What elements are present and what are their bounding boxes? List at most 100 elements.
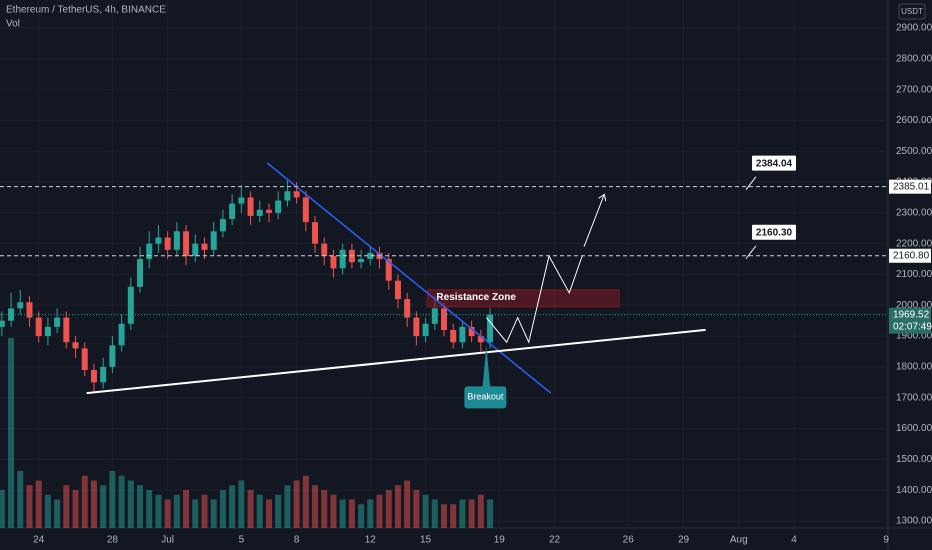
y-tick-label: 2000.00 bbox=[896, 300, 932, 311]
volume-bar bbox=[413, 490, 420, 528]
volume-bar bbox=[348, 499, 355, 528]
candle-body bbox=[192, 243, 199, 256]
volume-label: Vol bbox=[6, 19, 20, 30]
currency-box bbox=[898, 3, 926, 20]
x-tick-label: 24 bbox=[33, 535, 45, 546]
volume-bar bbox=[63, 485, 70, 528]
volume-bar bbox=[201, 494, 208, 528]
y-tick-label: 2700.00 bbox=[896, 84, 932, 95]
x-tick-label: 22 bbox=[549, 535, 561, 546]
x-tick-label: 29 bbox=[678, 535, 690, 546]
candle-body bbox=[109, 345, 116, 367]
projection-path bbox=[485, 254, 583, 344]
candle-body bbox=[450, 329, 457, 343]
volume-bar bbox=[118, 475, 125, 528]
candle-body bbox=[468, 326, 475, 337]
candle-body bbox=[201, 243, 208, 250]
volume-bar bbox=[155, 494, 162, 528]
level-price-label: 2385.01 bbox=[893, 181, 930, 192]
volume-bar bbox=[367, 499, 374, 528]
resistance-zone bbox=[426, 289, 620, 308]
x-tick-label: Aug bbox=[730, 535, 748, 546]
projection-arrow bbox=[583, 194, 604, 247]
volume-bar bbox=[90, 480, 97, 528]
y-tick-label: 1700.00 bbox=[896, 392, 932, 403]
volume-bar bbox=[72, 490, 79, 528]
volume-bar bbox=[358, 504, 365, 528]
candle-body bbox=[219, 219, 226, 232]
volume-bar bbox=[256, 494, 263, 528]
breakout-box bbox=[464, 386, 507, 409]
callout-label: 2160.30 bbox=[756, 227, 793, 238]
x-tick-label: 5 bbox=[239, 535, 245, 546]
candle-body bbox=[90, 369, 97, 383]
y-tick-label: 1300.00 bbox=[896, 516, 932, 527]
callout-box bbox=[752, 224, 796, 240]
volume-bar bbox=[468, 499, 475, 528]
volume-bar bbox=[312, 485, 319, 528]
volume-bar bbox=[164, 499, 171, 528]
candle-body bbox=[183, 231, 190, 256]
candle-body bbox=[35, 317, 42, 337]
callout-box bbox=[752, 155, 796, 171]
volume-bar bbox=[44, 494, 51, 528]
volume-bar bbox=[394, 485, 401, 528]
volume-bar bbox=[54, 499, 61, 528]
support-line bbox=[86, 328, 706, 395]
candle-body bbox=[100, 366, 107, 383]
volume-bar bbox=[17, 471, 24, 528]
volume-bar bbox=[459, 499, 466, 528]
candle-body bbox=[164, 237, 171, 250]
currency: USDT bbox=[901, 7, 923, 16]
volume-bar bbox=[265, 499, 272, 528]
candle-body bbox=[441, 308, 447, 330]
last-price-label: 1969.52 bbox=[893, 309, 930, 320]
x-tick-label: 19 bbox=[494, 535, 506, 546]
candle-body bbox=[173, 231, 180, 250]
volume-bar bbox=[109, 471, 116, 528]
volume-bar bbox=[330, 494, 337, 528]
candle-body bbox=[487, 314, 494, 343]
volume-bar bbox=[219, 490, 226, 528]
candle-body bbox=[146, 243, 153, 260]
level-price-label: 2160.80 bbox=[893, 250, 930, 261]
volume-bar bbox=[146, 490, 153, 528]
volume-bar bbox=[302, 475, 309, 528]
candle-body bbox=[459, 326, 466, 343]
last-price-box bbox=[889, 307, 931, 334]
candle-body bbox=[63, 317, 70, 343]
candle-body bbox=[137, 259, 144, 287]
y-tick-label: 1600.00 bbox=[896, 423, 932, 434]
level-price-box bbox=[889, 179, 931, 194]
x-tick-label: 15 bbox=[420, 535, 432, 546]
level-price-box bbox=[889, 248, 931, 263]
candle-body bbox=[477, 336, 484, 343]
candle-body bbox=[358, 259, 365, 263]
candles bbox=[0, 178, 494, 392]
candle-body bbox=[394, 280, 401, 300]
volume-bar bbox=[210, 499, 217, 528]
volume-bar bbox=[487, 499, 494, 528]
x-tick-label: Jul bbox=[161, 535, 174, 546]
x-tick-label: 26 bbox=[623, 535, 635, 546]
candle-body bbox=[17, 302, 24, 309]
y-tick-label: 1900.00 bbox=[896, 331, 932, 342]
resistance-zone-label: Resistance Zone bbox=[436, 292, 516, 303]
volume-bar bbox=[192, 499, 199, 528]
candle-body bbox=[72, 342, 79, 349]
candle-body bbox=[8, 308, 15, 321]
candle-body bbox=[284, 191, 291, 201]
volume-bar bbox=[404, 480, 411, 528]
breakout-pointer bbox=[482, 345, 491, 390]
candle-body bbox=[422, 323, 429, 337]
downtrend-line bbox=[266, 162, 552, 394]
candle-body bbox=[127, 286, 134, 324]
y-tick-label: 2600.00 bbox=[896, 115, 932, 126]
candle-body bbox=[339, 249, 346, 269]
volume-bar bbox=[385, 490, 392, 528]
volume-bar bbox=[450, 504, 457, 528]
volume-bar bbox=[127, 480, 134, 528]
callout-tail bbox=[745, 176, 757, 190]
